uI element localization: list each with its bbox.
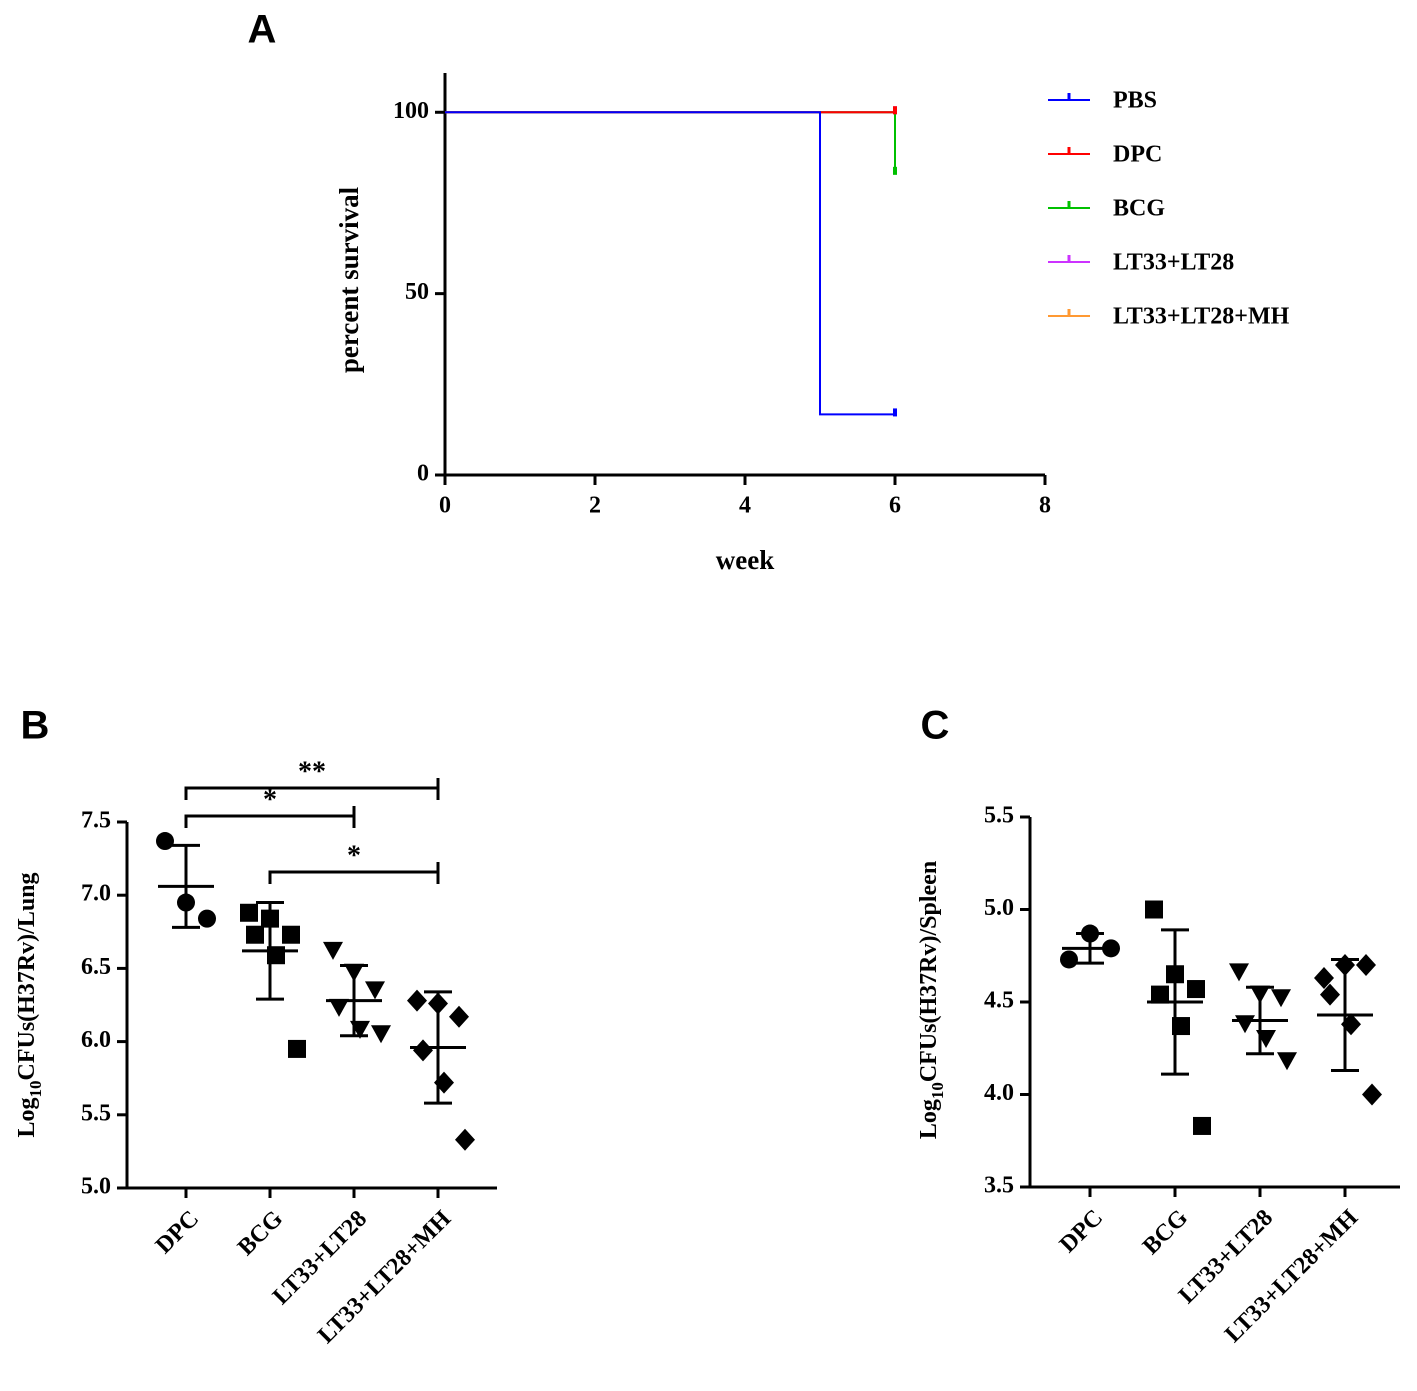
data-point [1145, 900, 1163, 919]
data-point [246, 925, 264, 944]
data-point [1235, 1015, 1255, 1034]
data-point [365, 981, 385, 1000]
label-part: Log [916, 1099, 942, 1139]
data-point [240, 903, 258, 922]
y-tick-label: 5.0 [984, 895, 1014, 921]
y-tick-label: 5.5 [81, 1100, 111, 1126]
data-point [1193, 1116, 1211, 1135]
label-part: CFUs(H37Rv)/Spleen [916, 861, 942, 1082]
y-tick-label: 4.0 [984, 1080, 1014, 1106]
legend-label: LT33+LT28+MH [1113, 304, 1290, 330]
x-tick-label: 6 [889, 493, 901, 519]
y-tick-label: 7.0 [81, 881, 111, 907]
y-tick-label: 0 [417, 461, 429, 487]
survival-line [445, 111, 895, 416]
legend-label: PBS [1113, 88, 1157, 114]
data-point [1229, 963, 1249, 982]
label-part: Log [14, 1098, 40, 1138]
panel-label: A [248, 8, 277, 52]
y-tick-label: 5.0 [81, 1174, 111, 1200]
data-point [323, 941, 343, 960]
significance-label: * [347, 840, 361, 871]
y-tick-label: 4.5 [984, 988, 1014, 1014]
label-sub: 10 [928, 1082, 947, 1099]
y-axis-label: Log10CFUs(H37Rv)/Spleen [916, 861, 948, 1139]
survival-line [445, 111, 896, 173]
panel-label: B [21, 704, 50, 748]
data-point [1060, 950, 1078, 969]
x-tick-label: DPC [1055, 1205, 1108, 1258]
y-tick-label: 3.5 [984, 1173, 1014, 1199]
legend-label: LT33+LT28 [1113, 250, 1234, 276]
data-point [371, 1025, 391, 1044]
data-point [288, 1039, 306, 1058]
legend-label: DPC [1113, 142, 1162, 168]
x-tick-label: 0 [439, 493, 451, 519]
data-point [407, 989, 427, 1012]
data-point [455, 1128, 475, 1151]
significance-bracket [184, 778, 440, 800]
significance-bracket [184, 806, 356, 828]
label-sub: 10 [26, 1081, 45, 1098]
y-axis-label: percent survival [334, 186, 364, 373]
x-tick-label: BCG [233, 1206, 288, 1261]
x-axis-label: week [716, 545, 774, 575]
data-point [1151, 985, 1169, 1004]
significance-bracket [268, 862, 440, 884]
data-point [1362, 1083, 1382, 1106]
data-point [198, 909, 216, 928]
legend-label: BCG [1113, 196, 1165, 222]
x-tick-label: 8 [1039, 493, 1051, 519]
panel-label: C [921, 704, 950, 748]
significance-label: ** [298, 756, 326, 787]
data-point [413, 1039, 433, 1062]
x-tick-label: 4 [739, 493, 751, 519]
data-point [1320, 983, 1340, 1006]
data-point [282, 925, 300, 944]
data-point [1356, 954, 1376, 976]
data-point [1187, 980, 1205, 999]
data-point [156, 832, 174, 851]
y-tick-label: 7.5 [81, 808, 111, 834]
data-point [449, 1005, 469, 1028]
y-axis-label: Log10CFUs(H37Rv)/Lung [14, 872, 46, 1137]
data-point [1277, 1052, 1297, 1071]
y-tick-label: 6.0 [81, 1027, 111, 1053]
y-tick-label: 6.5 [81, 954, 111, 980]
label-part: CFUs(H37Rv)/Lung [14, 872, 40, 1080]
x-tick-label: 2 [589, 493, 601, 519]
y-tick-label: 50 [405, 279, 429, 305]
data-point [329, 998, 349, 1017]
x-tick-label: DPC [151, 1206, 204, 1259]
y-tick-label: 5.5 [984, 803, 1014, 829]
significance-label: * [263, 784, 277, 815]
data-point [1271, 989, 1291, 1008]
data-point [1314, 966, 1334, 989]
x-tick-label: BCG [1138, 1205, 1193, 1260]
y-tick-label: 100 [393, 98, 429, 124]
